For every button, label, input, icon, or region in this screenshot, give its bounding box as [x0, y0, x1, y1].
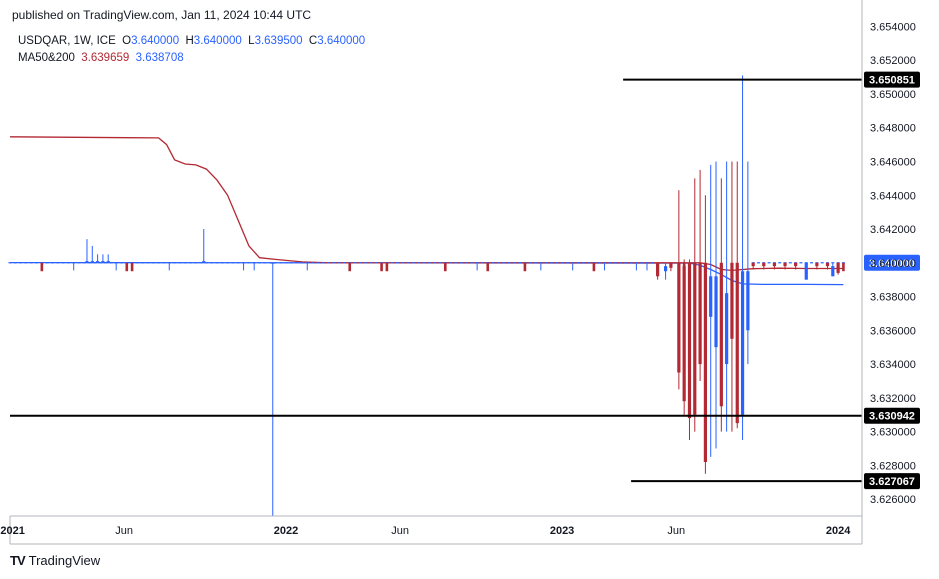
legend-low-label: L	[248, 35, 255, 47]
y-tick-label: 3.642000	[870, 224, 916, 236]
small-down-candle	[348, 262, 352, 272]
candle-body	[663, 266, 668, 272]
y-tick-label: 3.650000	[870, 89, 916, 101]
legend-ma-label[interactable]: MA50&200	[18, 52, 75, 64]
candle-body	[714, 276, 718, 348]
candle-body	[106, 261, 110, 263]
legend-close-value: 3.640000	[317, 35, 366, 47]
brand-text: TradingView	[28, 553, 101, 568]
small-down-candle	[385, 262, 389, 272]
small-down-candle	[40, 262, 44, 272]
candle-body	[669, 262, 673, 268]
candle-body	[831, 266, 835, 277]
small-down-candle	[125, 262, 129, 272]
candle-body	[751, 262, 755, 267]
y-tick-label: 3.640000	[870, 258, 916, 270]
candle-body	[687, 262, 692, 419]
legend-ohlc: USDQAR, 1W, ICE O3.640000 H3.640000 L3.6…	[18, 35, 365, 47]
candle-body	[815, 262, 819, 267]
tradingview-logo-icon: TV	[10, 553, 26, 568]
legend-low-value: 3.639500	[254, 35, 303, 47]
y-tick-label: 3.628000	[870, 460, 916, 472]
y-tick-label: 3.638000	[870, 292, 916, 304]
y-tick-label: 3.632000	[870, 393, 916, 405]
level-price-label: 3.627067	[869, 476, 915, 488]
candle-body	[698, 262, 702, 365]
y-tick-label: 3.634000	[870, 359, 916, 371]
level-price-tag	[864, 71, 920, 88]
small-down-candle	[486, 262, 490, 272]
y-tick-label: 3.648000	[870, 123, 916, 135]
y-tick-label: 3.636000	[870, 325, 916, 337]
candle-body	[740, 271, 745, 415]
small-down-candle	[443, 262, 447, 272]
small-down-candle	[592, 262, 596, 272]
candle-body	[836, 262, 840, 273]
candle-body	[90, 261, 94, 263]
legend-ma200-value: 3.638708	[135, 52, 184, 64]
level-price-label: 3.650851	[869, 75, 915, 87]
candle-body	[762, 262, 766, 267]
level-price-label: 3.630942	[869, 411, 915, 423]
candle-body	[101, 261, 105, 263]
legend-high-label: H	[185, 35, 194, 47]
y-tick-label: 3.626000	[870, 494, 916, 506]
candle-body	[825, 262, 830, 267]
candle-body	[735, 262, 739, 424]
candle-body	[772, 262, 777, 267]
x-tick-label: Jun	[391, 525, 409, 537]
candle-body	[804, 262, 808, 280]
candle-body	[703, 262, 708, 462]
legend-ma50-value: 3.639659	[81, 52, 130, 64]
legend-close-label: C	[308, 35, 318, 47]
candle-body	[746, 271, 750, 331]
x-tick-label: Jun	[667, 525, 685, 537]
x-tick-label: 2024	[826, 525, 851, 537]
y-tick-label: 3.644000	[870, 190, 916, 202]
level-price-tag	[864, 407, 920, 424]
candle-body	[794, 262, 798, 267]
candle-body	[271, 262, 275, 264]
candle-body	[719, 262, 723, 407]
candle-body	[783, 262, 787, 267]
x-tick-label: 2022	[274, 525, 298, 537]
candle-body	[725, 293, 729, 365]
x-tick-label: Jun	[115, 525, 133, 537]
published-header: published on TradingView.com, Jan 11, 20…	[12, 8, 312, 22]
candle-body	[85, 261, 89, 263]
y-tick-label: 3.652000	[870, 55, 916, 67]
candle-body	[656, 262, 660, 277]
y-tick-label: 3.630000	[870, 427, 916, 439]
legend-open-value: 3.640000	[131, 35, 180, 47]
candle-body	[682, 266, 686, 402]
candle-body	[677, 262, 681, 373]
x-tick-label: 2021	[0, 525, 24, 537]
candle-body	[709, 276, 713, 317]
current-price-tag	[864, 254, 920, 271]
small-down-candle	[130, 262, 134, 272]
tradingview-brand[interactable]: TV TradingView	[10, 553, 100, 568]
candle-body	[202, 261, 206, 263]
current-price-label: 3.640000	[869, 258, 915, 270]
level-price-tag	[864, 473, 920, 490]
legend-high-value: 3.640000	[193, 35, 242, 47]
candle-body	[95, 261, 100, 263]
legend-open-label: O	[122, 35, 132, 47]
y-tick-label: 3.646000	[870, 156, 916, 168]
legend-ma: MA50&200 3.639659 3.638708	[18, 52, 184, 64]
y-tick-label: 3.654000	[870, 21, 916, 33]
legend-symbol[interactable]: USDQAR, 1W, ICE	[18, 35, 116, 47]
small-down-candle	[523, 262, 527, 272]
small-down-candle	[842, 262, 845, 272]
small-down-candle	[380, 262, 383, 272]
ma50-line	[9, 136, 844, 272]
x-tick-label: 2023	[550, 525, 574, 537]
ma200-line	[9, 261, 844, 286]
candle-body	[693, 262, 697, 415]
candle-body	[730, 262, 734, 339]
